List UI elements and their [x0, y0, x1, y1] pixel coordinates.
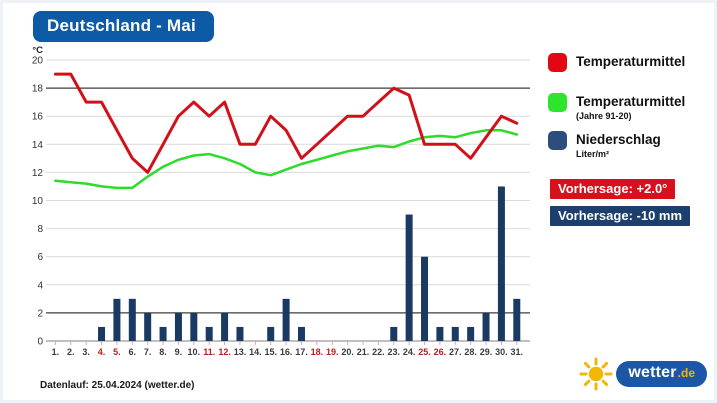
x-tick-label: 7.: [144, 347, 152, 357]
x-tick-label: 2.: [67, 347, 75, 357]
temperature-precipitation-chart: 0 2 4 6 8 10 12 14 16 18 20°C 1. 2. 3. 4. 5. 6. 7. 8. 9. 10.…: [32, 45, 530, 357]
x-tick-label: 27.: [449, 347, 462, 357]
y-tick-label: 8: [37, 224, 43, 235]
y-tick-label: 18: [32, 84, 44, 95]
precip-bar: [282, 298, 290, 341]
precipitation-swatch-icon: [548, 131, 567, 150]
legend-sublabel: Liter/m²: [576, 149, 610, 159]
precip-bar: [236, 326, 244, 341]
data-run-note: Datenlauf: 25.04.2024 (wetter.de): [40, 380, 195, 391]
precip-bar: [436, 326, 444, 341]
y-tick-label: 12: [32, 168, 44, 179]
x-tick-label: 8.: [159, 347, 167, 357]
legend-label: Niederschlag: [576, 132, 661, 147]
x-tick-label: 25.: [418, 347, 431, 357]
precip-bar: [390, 326, 398, 341]
legend-item-temperature: Temperaturmittel: [548, 53, 685, 72]
x-tick-label: 28.: [464, 347, 477, 357]
legend-sublabel: (Jahre 91-20): [576, 111, 632, 121]
precip-bar: [205, 326, 213, 341]
precip-bar: [190, 312, 198, 341]
y-tick-label: 10: [32, 196, 44, 207]
x-tick-label: 5.: [113, 347, 121, 357]
precip-bar: [144, 312, 152, 341]
page-title: Deutschland - Mai: [33, 11, 214, 42]
logo-wordmark: wetter .de: [616, 361, 707, 387]
x-tick-label: 20.: [341, 347, 354, 357]
forecast-badges: Vorhersage: +2.0° Vorhersage: -10 mm: [550, 179, 691, 233]
precip-bar: [405, 214, 413, 341]
precip-bar: [467, 326, 475, 341]
y-tick-label: 6: [37, 252, 43, 263]
precipitation-forecast-badge: Vorhersage: -10 mm: [550, 206, 691, 226]
x-tick-label: 24.: [403, 347, 416, 357]
legend-item-climate: Temperaturmittel (Jahre 91-20): [548, 93, 685, 121]
precip-bar: [128, 298, 136, 341]
x-tick-label: 31.: [511, 347, 524, 357]
precip-bar: [221, 312, 229, 341]
x-tick-label: 11.: [203, 347, 215, 357]
legend-label: Temperaturmittel: [576, 94, 686, 109]
logo-tld: .de: [677, 366, 695, 380]
x-tick-label: 17.: [295, 347, 308, 357]
climate-mean-swatch-icon: [548, 93, 567, 112]
y-axis-unit: °C: [32, 45, 43, 56]
x-tick-label: 14.: [249, 347, 262, 357]
x-tick-label: 23.: [388, 347, 401, 357]
precip-bar: [451, 326, 459, 341]
x-tick-label: 21.: [357, 347, 370, 357]
precip-bar: [267, 326, 275, 341]
x-tick-label: 26.: [434, 347, 447, 357]
x-tick-label: 13.: [234, 347, 247, 357]
precip-bar: [113, 298, 121, 341]
legend-label: Temperaturmittel: [576, 54, 686, 69]
x-tick-label: 6.: [129, 347, 137, 357]
y-tick-label: 2: [37, 308, 43, 319]
x-tick-label: 19.: [326, 347, 339, 357]
x-tick-label: 16.: [280, 347, 293, 357]
x-tick-label: 29.: [480, 347, 493, 357]
climate-line: [54, 129, 519, 190]
x-tick-label: 1.: [52, 347, 60, 357]
sun-icon: [579, 357, 613, 391]
y-tick-label: 14: [32, 140, 44, 151]
x-tick-label: 30.: [495, 347, 508, 357]
y-tick-label: 0: [37, 337, 43, 348]
x-tick-label: 15.: [264, 347, 277, 357]
y-tick-label: 4: [37, 280, 43, 291]
precip-bar: [497, 186, 505, 341]
temperature-mean-swatch-icon: [548, 53, 567, 72]
x-tick-label: 18.: [311, 347, 324, 357]
precip-bar: [421, 256, 429, 341]
x-tick-label: 12.: [218, 347, 231, 357]
precip-bar: [297, 326, 305, 341]
legend-item-precipitation: Niederschlag Liter/m²: [548, 131, 661, 159]
x-tick-label: 3.: [82, 347, 90, 357]
precip-bar: [98, 326, 106, 341]
x-tick-label: 10.: [188, 347, 201, 357]
precip-bar: [482, 312, 490, 341]
x-tick-label: 9.: [175, 347, 183, 357]
y-tick-label: 16: [32, 112, 44, 123]
temperature-forecast-badge: Vorhersage: +2.0°: [550, 179, 676, 199]
y-tick-label: 20: [32, 56, 44, 67]
wetter-de-logo: wetter .de: [579, 357, 707, 391]
precip-bar: [174, 312, 182, 341]
x-tick-label: 22.: [372, 347, 385, 357]
precip-bar: [513, 298, 521, 341]
logo-name: wetter: [628, 364, 677, 381]
precip-bar: [159, 326, 167, 341]
x-tick-label: 4.: [98, 347, 106, 357]
temperature-line: [53, 72, 519, 174]
